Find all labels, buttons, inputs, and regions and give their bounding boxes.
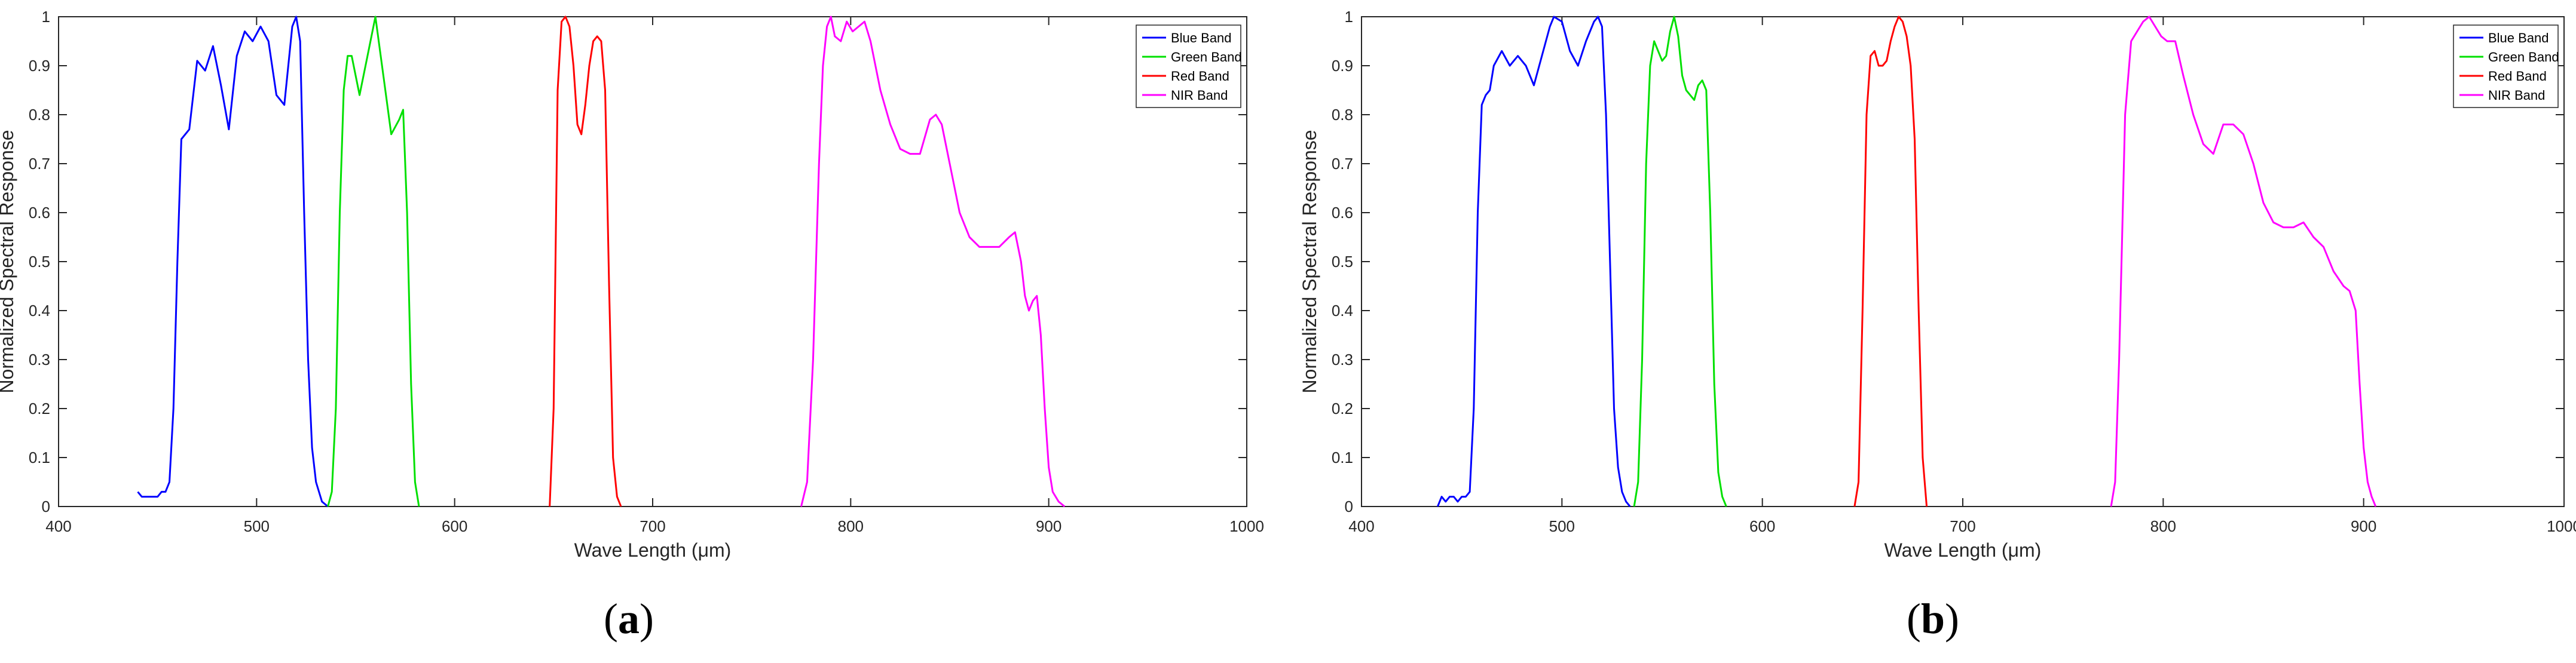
y-tick-label: 0.9 bbox=[29, 57, 50, 75]
x-axis-label: Wave Length (μm) bbox=[1884, 539, 2042, 561]
x-tick-label: 900 bbox=[2351, 517, 2376, 535]
series-line bbox=[137, 16, 329, 508]
legend-entry: Blue Band bbox=[2488, 30, 2549, 45]
series-line bbox=[800, 16, 1066, 508]
x-axis-label: Wave Length (μm) bbox=[574, 539, 732, 561]
y-tick-label: 0.1 bbox=[1332, 449, 1353, 466]
x-tick-label: 800 bbox=[2150, 517, 2176, 535]
legend-entry: NIR Band bbox=[1171, 88, 1228, 103]
x-tick-label: 400 bbox=[45, 517, 71, 535]
y-tick-label: 1 bbox=[42, 8, 50, 26]
caption-open: ( bbox=[604, 595, 618, 643]
series-line bbox=[2110, 16, 2377, 507]
legend-entry: NIR Band bbox=[2488, 88, 2545, 103]
chart-panel: 400 500 600 700 800 900 1000 0 0.1 0.2 0.3 0.4 0.5 0.… bbox=[0, 8, 1264, 561]
x-tick-label: 1000 bbox=[2547, 517, 2576, 535]
legend-entry: Green Band bbox=[2488, 50, 2559, 65]
series-line bbox=[549, 16, 622, 507]
x-tick-label: 600 bbox=[1749, 517, 1775, 535]
plot-frame bbox=[58, 16, 1247, 507]
x-tick-label: 700 bbox=[1950, 517, 1975, 535]
caption-close: ) bbox=[1945, 595, 1960, 643]
series-line bbox=[327, 16, 420, 507]
legend-box bbox=[2453, 24, 2559, 108]
legend-box bbox=[1136, 24, 1241, 108]
y-axis-label: Normalized Spectral Response bbox=[1299, 130, 1320, 393]
legend: Blue Band Green Band Red Band NIR Band bbox=[1136, 24, 1242, 108]
y-tick-label: 0.2 bbox=[1332, 400, 1353, 418]
x-tick-label: 900 bbox=[1036, 517, 1061, 535]
y-tick-label: 0.5 bbox=[1332, 253, 1353, 271]
legend-entry: Red Band bbox=[1171, 69, 1229, 84]
series-line bbox=[1437, 16, 1631, 507]
caption-close: ) bbox=[639, 595, 654, 643]
legend: Blue Band Green Band Red Band NIR Band bbox=[2453, 24, 2559, 108]
y-tick-label: 0.5 bbox=[29, 253, 50, 271]
y-tick-label: 0.4 bbox=[1332, 302, 1353, 320]
caption-open: ( bbox=[1907, 595, 1921, 643]
panel-caption-a: (a) bbox=[604, 594, 654, 644]
caption-letter: a bbox=[617, 595, 640, 643]
series-line bbox=[1853, 16, 1928, 507]
y-tick-label: 0.2 bbox=[29, 400, 50, 418]
x-tick-label: 400 bbox=[1348, 517, 1374, 535]
panel-caption-b: (b) bbox=[1907, 594, 1959, 644]
y-tick-label: 0.4 bbox=[29, 302, 50, 320]
plot-frame bbox=[1361, 16, 2565, 507]
x-tick-label: 500 bbox=[1549, 517, 1575, 535]
legend-entry: Green Band bbox=[1171, 50, 1242, 65]
y-tick-label: 0.3 bbox=[29, 351, 50, 369]
x-tick-label: 600 bbox=[442, 517, 467, 535]
series-line bbox=[1633, 16, 1727, 507]
y-tick-label: 0 bbox=[42, 498, 50, 515]
chart-panel: 400 500 600 700 800 900 1000 0 0.1 0.2 0.3 0.4 0.5 0.… bbox=[1299, 8, 2576, 561]
y-tick-label: 0.8 bbox=[29, 106, 50, 124]
y-tick-label: 0 bbox=[1345, 498, 1353, 515]
x-tick-label: 500 bbox=[244, 517, 270, 535]
x-tick-label: 800 bbox=[838, 517, 864, 535]
y-tick-label: 0.6 bbox=[1332, 204, 1353, 222]
y-axis-label: Normalized Spectral Response bbox=[0, 130, 17, 393]
y-tick-label: 1 bbox=[1345, 8, 1353, 26]
x-tick-label: 1000 bbox=[1229, 517, 1264, 535]
y-tick-label: 0.7 bbox=[29, 155, 50, 173]
caption-letter: b bbox=[1920, 595, 1945, 643]
x-tick-label: 700 bbox=[640, 517, 665, 535]
y-tick-label: 0.1 bbox=[29, 449, 50, 466]
y-tick-label: 0.8 bbox=[1332, 106, 1353, 124]
y-tick-label: 0.7 bbox=[1332, 155, 1353, 173]
y-tick-label: 0.9 bbox=[1332, 57, 1353, 75]
y-tick-label: 0.6 bbox=[29, 204, 50, 222]
legend-entry: Red Band bbox=[2488, 69, 2547, 84]
legend-entry: Blue Band bbox=[1171, 30, 1232, 45]
y-tick-label: 0.3 bbox=[1332, 351, 1353, 369]
